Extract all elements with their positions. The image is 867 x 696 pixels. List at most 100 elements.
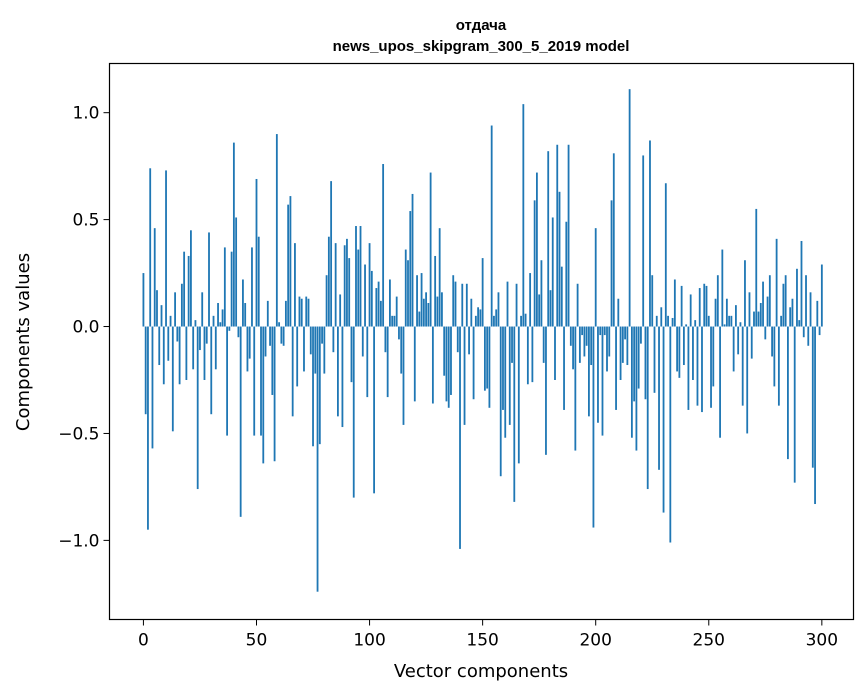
bar <box>522 104 525 327</box>
bar <box>610 200 613 327</box>
bar <box>413 326 416 402</box>
y-tick-label: 1.0 <box>72 104 99 124</box>
bar <box>730 315 733 327</box>
bar <box>660 307 663 327</box>
bar <box>176 326 179 342</box>
bar <box>232 142 235 327</box>
bar <box>260 326 262 436</box>
bar <box>798 320 801 327</box>
bar <box>716 275 719 327</box>
bar <box>705 285 708 327</box>
bar <box>178 326 181 385</box>
bar <box>373 326 375 494</box>
bar <box>174 292 176 327</box>
bar <box>565 221 568 327</box>
bar <box>671 317 674 327</box>
bar <box>556 144 559 327</box>
bar <box>244 303 247 327</box>
bar <box>289 196 292 327</box>
bar <box>784 275 787 327</box>
bar <box>185 326 188 380</box>
bar <box>802 326 805 338</box>
bar <box>303 326 305 372</box>
bar <box>436 296 439 327</box>
bar <box>490 125 493 327</box>
bar <box>732 326 735 372</box>
bar <box>248 326 251 359</box>
bar <box>723 324 726 327</box>
bar <box>144 326 147 415</box>
bar <box>502 326 504 410</box>
bar <box>811 326 814 468</box>
bar <box>230 251 233 327</box>
bar <box>296 326 299 387</box>
bar <box>581 326 584 336</box>
bar <box>651 275 654 327</box>
bar <box>820 264 823 327</box>
bar <box>807 326 810 346</box>
bar <box>208 232 210 327</box>
bar <box>644 326 647 400</box>
bar <box>212 315 215 327</box>
bar <box>621 326 624 363</box>
y-tick-label: −1.0 <box>58 531 99 551</box>
bar <box>818 326 821 336</box>
bar <box>766 296 769 327</box>
bar <box>323 326 326 374</box>
bar <box>398 326 400 340</box>
bar <box>418 311 421 327</box>
bar <box>257 236 260 327</box>
bar <box>744 260 746 327</box>
bar <box>427 303 430 327</box>
bar <box>190 230 192 327</box>
bar <box>221 309 224 327</box>
bar <box>640 326 642 344</box>
bar <box>680 285 683 327</box>
bar <box>273 326 276 462</box>
y-axis-label: Components values <box>13 253 34 431</box>
bar <box>696 326 699 406</box>
bar <box>171 326 174 432</box>
bar <box>793 326 796 483</box>
bar <box>558 191 561 327</box>
chart-title: отдача <box>456 17 507 34</box>
bar <box>402 326 405 425</box>
bar <box>359 226 362 327</box>
bar <box>685 324 688 327</box>
bar <box>667 315 669 327</box>
bar <box>649 140 651 327</box>
bar <box>445 326 448 402</box>
bar <box>809 292 812 327</box>
bar <box>246 326 249 372</box>
bar <box>531 326 534 383</box>
x-tick-label: 300 <box>806 631 838 651</box>
bar <box>472 326 475 400</box>
bar <box>262 326 265 464</box>
bar <box>431 326 434 404</box>
bar <box>194 320 197 327</box>
bar <box>309 326 312 355</box>
bar <box>235 217 238 327</box>
bar <box>592 326 595 528</box>
bar <box>167 326 170 361</box>
bar <box>748 292 751 327</box>
bar <box>251 247 253 327</box>
x-tick-label: 0 <box>138 631 149 651</box>
bar <box>676 326 679 372</box>
bar <box>275 134 278 327</box>
bar <box>266 300 269 327</box>
bar <box>814 326 816 505</box>
bar <box>192 326 195 370</box>
bar <box>361 326 364 357</box>
bar <box>352 326 355 498</box>
bar <box>626 326 629 366</box>
bar <box>366 326 369 398</box>
bar <box>183 251 186 327</box>
bar <box>574 326 577 451</box>
bar <box>187 255 190 327</box>
bar <box>753 311 755 327</box>
bar <box>601 326 604 436</box>
bar <box>493 315 495 327</box>
bar <box>463 326 466 425</box>
